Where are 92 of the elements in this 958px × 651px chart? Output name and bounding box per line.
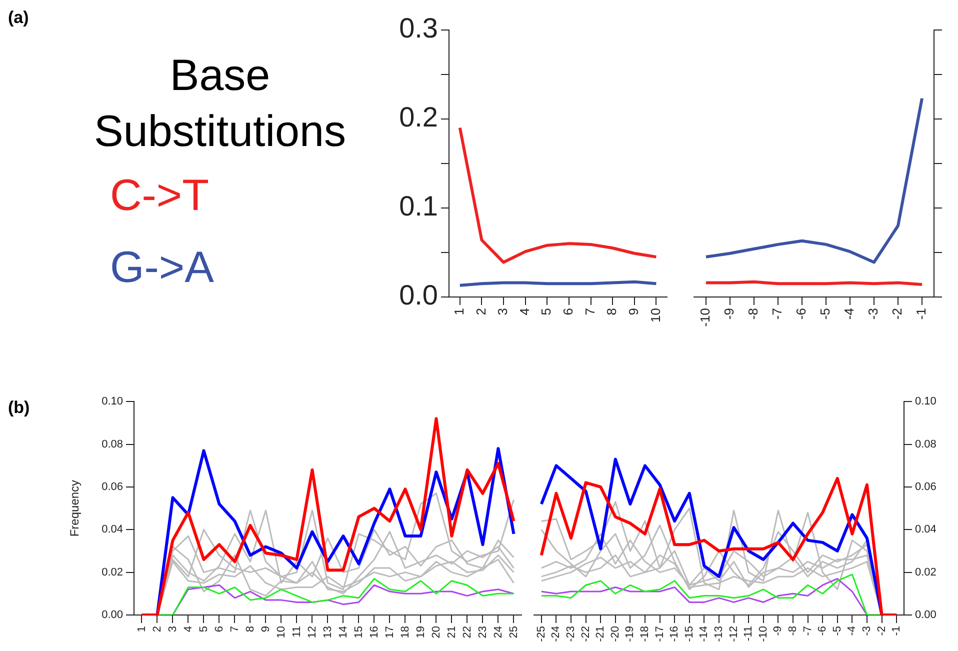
- x-tick-label: 16: [368, 626, 380, 638]
- text: (b): [8, 398, 30, 418]
- x-tick-label: 4: [182, 626, 194, 632]
- x-tick-label: -1: [914, 308, 929, 320]
- x-tick-label: 24: [492, 626, 504, 638]
- y-tick-label: 0.10: [102, 396, 123, 408]
- x-tick-label: -5: [818, 308, 833, 320]
- x-tick-label: 1: [136, 626, 148, 632]
- x-tick-label: 13: [322, 626, 334, 638]
- x-tick-label: 7: [228, 626, 241, 632]
- y-tick-label: 0.0: [399, 280, 438, 311]
- x-tick-label: 7: [582, 308, 598, 316]
- x-tick-label: -14: [698, 626, 710, 642]
- y-tick-label: 0.06: [102, 480, 123, 493]
- x-tick-label: -11: [742, 626, 755, 642]
- x-tick-label: 25: [508, 626, 520, 638]
- y-tick-label: 0.10: [915, 396, 936, 408]
- x-tick-label: -13: [713, 626, 726, 642]
- x-tick-label: -24: [550, 626, 562, 642]
- x-tick-label: 20: [430, 626, 442, 638]
- x-tick-label: -10: [757, 626, 770, 642]
- y-tick-label: 0.02: [915, 566, 936, 578]
- y-tick-label: 0.1: [399, 190, 438, 222]
- x-tick-label: -4: [842, 308, 857, 320]
- text: G->A: [110, 242, 214, 294]
- x-tick-label: -12: [728, 626, 740, 642]
- x-tick-label: 2: [473, 308, 488, 316]
- x-tick-label: 15: [352, 626, 365, 638]
- x-tick-label: 10: [275, 626, 288, 638]
- x-tick-label: 9: [260, 626, 272, 632]
- x-tick-label: 9: [626, 308, 641, 316]
- x-tick-label: -4: [846, 626, 858, 636]
- y-tick-label: 0.06: [915, 480, 936, 493]
- x-tick-label: 6: [560, 308, 576, 316]
- x-tick-label: -23: [565, 626, 578, 642]
- x-tick-label: 1: [451, 308, 466, 316]
- x-tick-label: 21: [446, 626, 458, 638]
- x-tick-label: 5: [538, 308, 554, 316]
- x-tick-label: -21: [594, 626, 607, 642]
- x-tick-label: -20: [609, 626, 622, 642]
- y-tick-label: 0.08: [102, 438, 123, 450]
- x-tick-label: 8: [604, 308, 620, 316]
- x-tick-label: -6: [794, 308, 809, 320]
- x-tick-label: -7: [802, 626, 814, 636]
- x-tick-label: -9: [722, 308, 737, 320]
- x-tick-label: 8: [244, 626, 256, 632]
- x-tick-label: -5: [831, 626, 844, 636]
- x-tick-label: 17: [384, 626, 396, 638]
- x-tick-label: -8: [746, 308, 761, 320]
- x-tick-label: 12: [306, 626, 318, 638]
- x-tick-label: -16: [668, 626, 681, 642]
- x-tick-label: -3: [866, 308, 881, 320]
- x-tick-label: -25: [535, 626, 548, 642]
- y-tick-label: 0.02: [102, 566, 123, 578]
- x-tick-label: 3: [166, 626, 179, 632]
- x-tick-label: -6: [816, 626, 829, 636]
- x-tick-label: -2: [876, 626, 888, 636]
- x-tick-label: 3: [495, 308, 510, 316]
- x-tick-label: -22: [580, 626, 592, 642]
- x-tick-label: -17: [654, 626, 666, 642]
- x-tick-label: 2: [151, 626, 164, 632]
- y-axis-title: Frequency: [68, 480, 82, 537]
- y-tick-label: 0.2: [399, 102, 438, 133]
- x-tick-label: -3: [861, 626, 874, 636]
- x-tick-label: -9: [772, 626, 784, 636]
- y-tick-label: 0.3: [399, 12, 438, 44]
- x-tick-label: 23: [476, 626, 489, 638]
- x-tick-label: -15: [683, 626, 696, 642]
- y-tick-label: 0.04: [915, 524, 936, 536]
- x-tick-label: 5: [198, 626, 210, 632]
- x-tick-label: 10: [648, 308, 663, 322]
- text: Base Substitutions: [93, 50, 347, 158]
- x-tick-label: 18: [399, 626, 412, 638]
- x-tick-label: -1: [890, 626, 903, 636]
- x-tick-label: 11: [290, 626, 303, 638]
- y-tick-label: 0.00: [915, 609, 936, 622]
- x-tick-label: -10: [698, 308, 713, 327]
- y-tick-label: 0.04: [102, 524, 123, 536]
- x-tick-label: 14: [337, 626, 350, 638]
- x-tick-label: 19: [414, 626, 427, 638]
- x-tick-label: -19: [624, 626, 636, 642]
- x-tick-label: 4: [516, 308, 532, 316]
- x-tick-label: -8: [787, 626, 800, 636]
- x-tick-label: -7: [770, 308, 785, 320]
- x-tick-label: 6: [213, 626, 226, 632]
- x-tick-label: 22: [461, 626, 474, 638]
- text: (a): [8, 8, 29, 28]
- text: C->T: [110, 170, 210, 222]
- x-tick-label: -18: [639, 626, 652, 642]
- y-tick-label: 0.08: [915, 438, 936, 450]
- y-tick-label: 0.00: [102, 609, 123, 622]
- x-tick-label: -2: [890, 308, 905, 320]
